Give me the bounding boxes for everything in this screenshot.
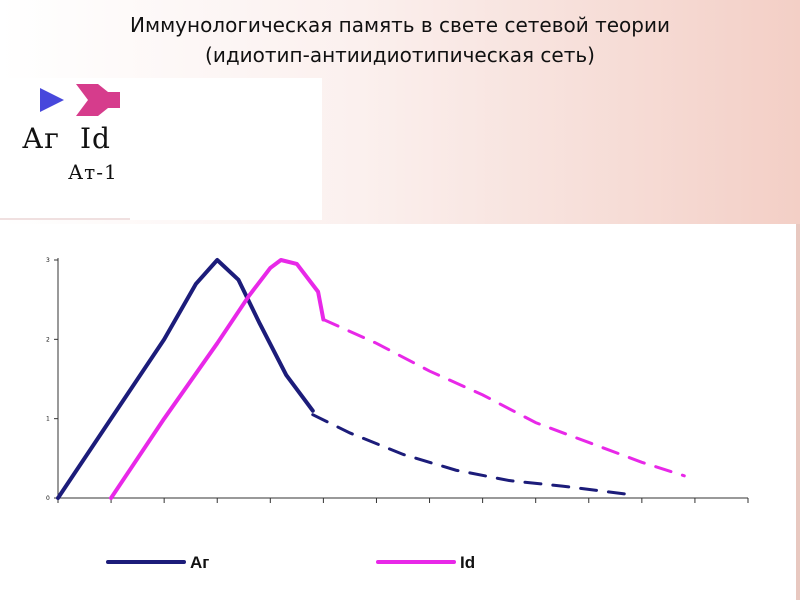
chart-right-edge bbox=[796, 224, 800, 600]
series-line-1 bbox=[109, 258, 326, 500]
key-divider bbox=[0, 218, 130, 220]
chart-area: 0 1 2 3 Аг Id bbox=[0, 224, 800, 600]
key-label-at1: Ат-1 bbox=[68, 160, 118, 184]
y-tick-label: 0 bbox=[46, 495, 50, 502]
idiotype-receptor-icon bbox=[76, 84, 120, 116]
antigen-triangle-icon bbox=[40, 88, 64, 112]
series-dashed-line-0 bbox=[311, 413, 628, 496]
y-tick-label: 3 bbox=[46, 257, 50, 264]
title-line-2: (идиотип-антиидиотипическая сеть) bbox=[205, 43, 595, 67]
y-tick-label: 2 bbox=[46, 336, 50, 343]
y-tick-label: 1 bbox=[46, 416, 50, 423]
key-label-ag: Аг bbox=[22, 122, 60, 155]
slide-title: Иммунологическая память в свете сетевой … bbox=[0, 10, 800, 70]
key-label-id: Id bbox=[80, 122, 111, 155]
legend-label-1: Id bbox=[460, 553, 475, 572]
series-line-0 bbox=[56, 258, 315, 500]
title-line-1: Иммунологическая память в свете сетевой … bbox=[130, 13, 670, 37]
series-dashed-line-1 bbox=[321, 318, 686, 478]
line-chart: 0 1 2 3 Аг Id bbox=[46, 257, 749, 572]
legend-label-0: Аг bbox=[190, 553, 209, 572]
